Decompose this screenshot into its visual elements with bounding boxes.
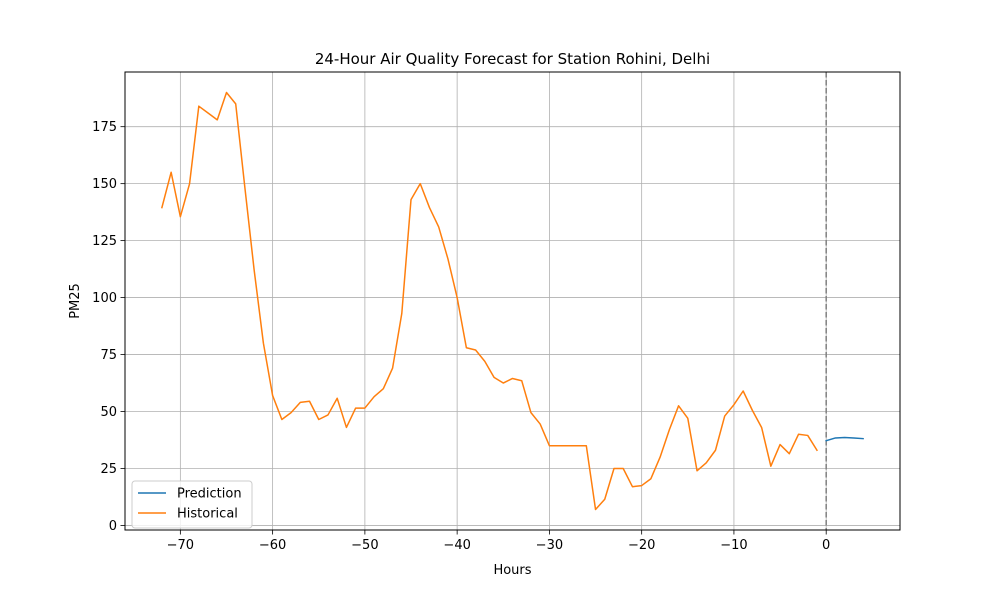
x-tick-label: −30 — [536, 538, 563, 553]
legend: Prediction Historical — [131, 480, 253, 529]
y-tick-label: 75 — [100, 348, 117, 363]
y-tick-label: 125 — [92, 234, 117, 249]
y-axis-label: PM25 — [68, 283, 83, 319]
x-tick-label: 0 — [822, 538, 830, 553]
y-tick-label: 25 — [100, 462, 117, 477]
y-tick-label: 150 — [92, 177, 117, 192]
plot-area-frame — [124, 71, 901, 531]
y-tick-label: 50 — [100, 405, 117, 420]
x-tick-label: −10 — [720, 538, 747, 553]
legend-label-prediction: Prediction — [177, 487, 242, 502]
x-axis-label: Hours — [493, 563, 531, 578]
y-tick-label: 0 — [109, 519, 117, 534]
y-tick-label: 100 — [92, 291, 117, 306]
y-axis-ticks: 0 25 50 75 100 125 150 175 — [92, 120, 125, 534]
x-tick-label: −40 — [443, 538, 470, 553]
series-line-historical — [160, 91, 818, 511]
legend-label-historical: Historical — [177, 507, 238, 522]
series-lines — [160, 91, 864, 511]
x-axis-ticks: −70 −60 −50 −40 −30 −20 −10 0 — [167, 530, 830, 553]
x-tick-label: −70 — [167, 538, 194, 553]
x-tick-label: −60 — [259, 538, 286, 553]
chart-title: 24-Hour Air Quality Forecast for Station… — [315, 50, 710, 68]
x-tick-label: −50 — [351, 538, 378, 553]
x-tick-label: −20 — [628, 538, 655, 553]
y-tick-label: 175 — [92, 120, 117, 135]
series-line-prediction — [825, 436, 864, 442]
